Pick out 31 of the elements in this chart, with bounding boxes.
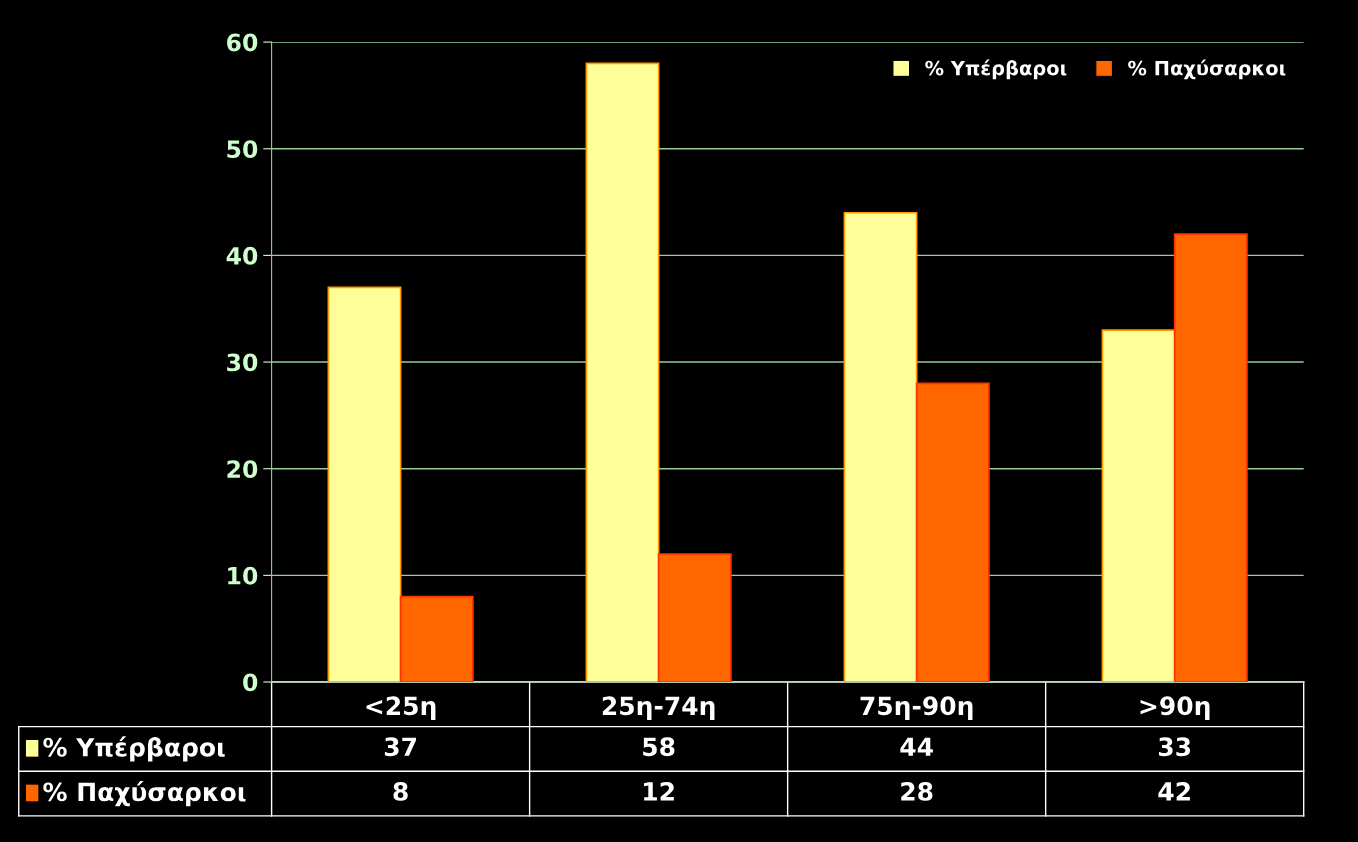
data-label: 58 (643, 737, 675, 757)
bar (1101, 329, 1176, 683)
x-tick-label: 75η-90η (860, 696, 973, 721)
legend-label: % Παχύσαρκοι (1128, 59, 1286, 80)
bar (657, 553, 732, 683)
data-label: 37 (384, 737, 417, 757)
data-label: 8 (393, 781, 408, 801)
bar (843, 211, 918, 683)
y-tick-label: 10 (228, 566, 258, 585)
bar (915, 382, 990, 683)
text: % Υπέρβαροι (43, 736, 225, 762)
data-label: 12 (644, 781, 674, 801)
x-tick-label: 25η-74η (602, 696, 715, 721)
data-label: 33 (1158, 737, 1191, 757)
legend-label: % Υπέρβαροι (925, 59, 1067, 80)
y-tick-label: 20 (227, 460, 258, 479)
bar (399, 595, 474, 683)
y-tick-label: 0 (243, 673, 258, 692)
data-label: 42 (1158, 781, 1190, 801)
bar (585, 62, 660, 683)
data-label: 28 (901, 781, 933, 801)
bar (1173, 233, 1248, 683)
y-tick-label: 60 (227, 33, 258, 52)
x-tick-label: <25η (366, 696, 436, 721)
y-tick-label: 50 (227, 140, 258, 159)
text: % Παχύσαρκοι (43, 781, 246, 807)
y-tick-label: 30 (227, 353, 258, 372)
data-label: 44 (900, 737, 933, 756)
bar (327, 286, 402, 683)
x-tick-label: >90η (1140, 696, 1210, 721)
y-tick-label: 40 (226, 246, 258, 265)
